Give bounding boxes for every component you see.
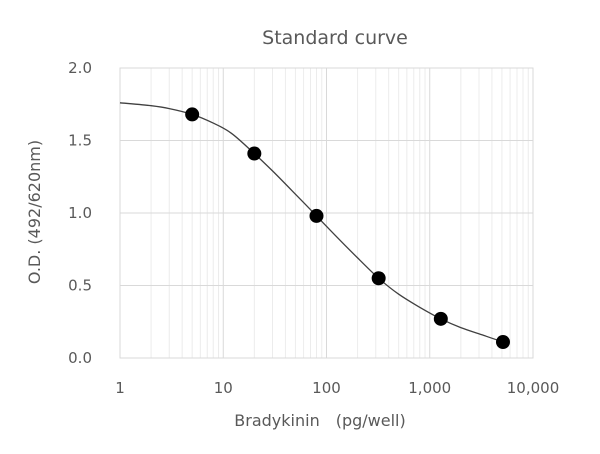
data-point	[247, 146, 262, 161]
x-axis-label: Bradykinin (pg/well)	[234, 411, 405, 430]
y-tick-label: 0.0	[68, 349, 92, 367]
x-tick-labels: 1 10 100 1,000 10,000	[115, 379, 559, 397]
x-tick-label: 100	[312, 379, 341, 397]
point-layer	[185, 107, 510, 350]
y-axis-label: O.D. (492/620nm)	[25, 140, 44, 284]
y-tick-label: 1.0	[68, 204, 92, 222]
x-tick-label: 10	[214, 379, 233, 397]
plot-frame	[119, 67, 534, 359]
x-tick-label: 10,000	[507, 379, 560, 397]
chart-title: Standard curve	[262, 27, 408, 49]
x-tick-label: 1	[115, 379, 125, 397]
data-point	[185, 107, 200, 122]
data-point	[309, 208, 324, 223]
y-tick-labels: 0.0 0.5 1.0 1.5 2.0	[68, 59, 92, 367]
curve-layer	[119, 102, 504, 343]
fit-curve-line	[119, 102, 504, 343]
data-point	[433, 311, 448, 326]
data-point	[371, 271, 386, 286]
data-point	[495, 335, 510, 350]
y-tick-label: 1.5	[68, 132, 92, 150]
y-tick-label: 2.0	[68, 59, 92, 77]
x-tick-label: 1,000	[408, 379, 451, 397]
y-tick-label: 0.5	[68, 277, 92, 295]
